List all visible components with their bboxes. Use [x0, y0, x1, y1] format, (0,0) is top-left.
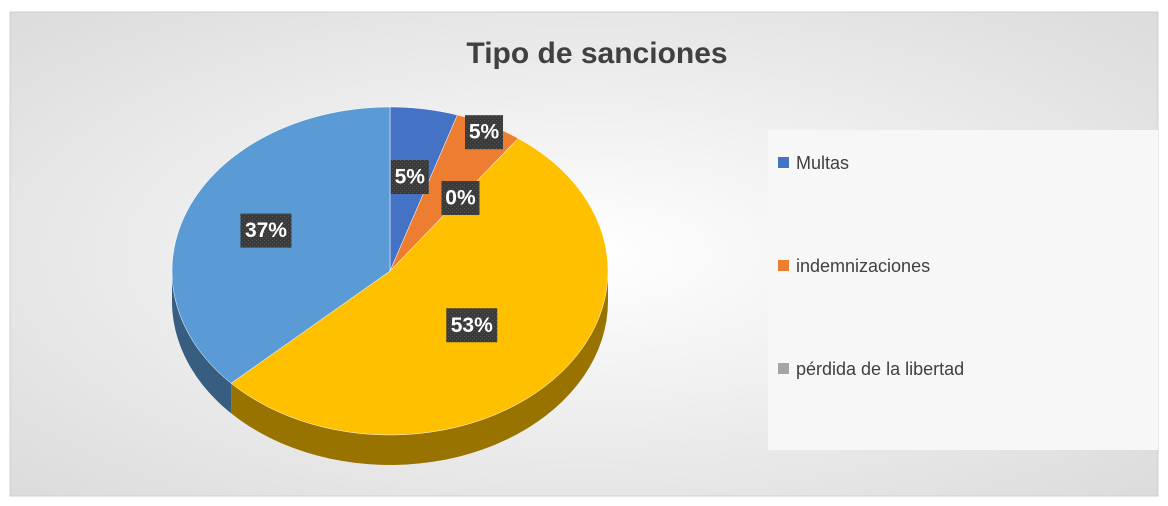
- data-label-box: [240, 213, 292, 248]
- legend-swatch: [778, 157, 789, 168]
- data-label: 5%: [395, 166, 426, 189]
- data-label-box: [465, 115, 504, 150]
- legend-label: indemnizaciones: [796, 256, 930, 276]
- data-label-box: [441, 181, 480, 216]
- legend-label: pérdida de la libertad: [796, 359, 964, 379]
- chart-title: Tipo de sanciones: [466, 37, 727, 70]
- slice: [230, 138, 609, 436]
- legend-swatch: [778, 363, 789, 374]
- data-label: 0%: [445, 187, 476, 210]
- data-label-box: [446, 308, 498, 343]
- slice-side: [172, 271, 232, 414]
- data-label: 53%: [451, 314, 493, 337]
- data-label-box: [390, 160, 429, 195]
- legend-label: Multas: [796, 153, 849, 173]
- legend-swatch: [778, 260, 789, 271]
- slice-side: [231, 271, 608, 465]
- data-label: 5%: [469, 121, 500, 144]
- legend-box: [768, 130, 1158, 450]
- data-label: 37%: [245, 219, 287, 242]
